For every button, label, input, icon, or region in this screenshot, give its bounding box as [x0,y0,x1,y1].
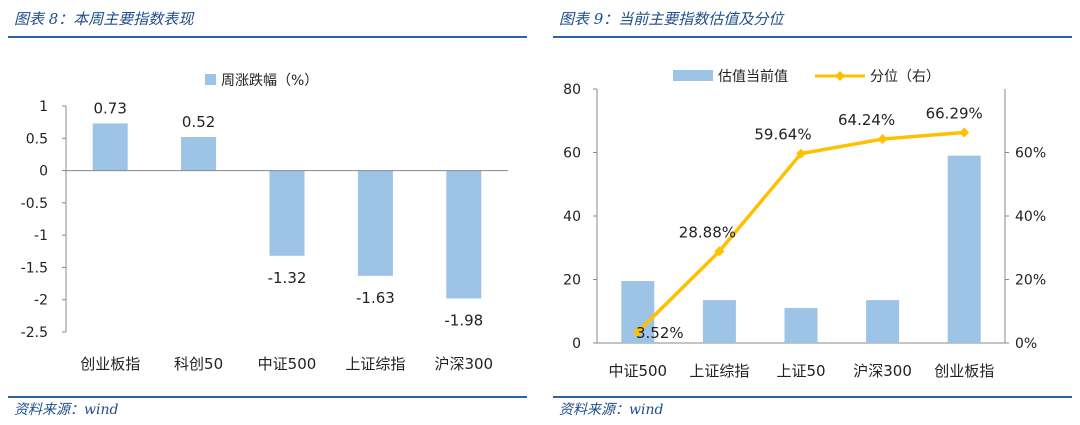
data-label: 28.88% [679,223,736,241]
bar [784,308,818,343]
bar-chart-weekly-change: 周涨跌幅（%） 1 0.5 0 -0.5 -1 -1.5 -2 -2.5 0.73 创业板指 0.52… [21,73,508,373]
y-tick-label: 0 [39,164,48,180]
y-tick-label-left: 20 [563,273,581,289]
y-tick-label-left: 80 [563,82,581,98]
x-tick-label: 创业板指 [934,362,994,380]
legend-label: 估值当前值 [718,68,788,85]
bar [357,170,393,276]
data-label: 3.52% [636,324,684,342]
bar [181,136,217,171]
chart-panel-left: 图表 8：本周主要指数表现 周涨跌幅（%） 1 0.5 0 -0.5 -1 -1.5 -2 -2… [0,0,535,425]
x-tick-label: 中证500 [258,355,317,373]
chart-title: 图表 9：当前主要指数估值及分位 [559,10,784,28]
legend-swatch [205,74,216,85]
y-tick-label: -2.5 [21,325,48,341]
bar [947,155,981,343]
line-marker [714,246,725,257]
data-label: 59.64% [754,126,811,144]
x-tick-label: 创业板指 [80,355,140,373]
legend: 估值当前值 分位（右） [673,68,940,85]
source-note: 资料来源：wind [14,402,119,418]
bar [92,123,128,171]
source-note: 资料来源：wind [559,402,664,418]
data-label: 66.29% [926,105,983,123]
bar [269,170,305,256]
y-tick-label: -0.5 [21,196,48,212]
y-tick-label-right: 40% [1015,209,1046,225]
line-marker [959,127,970,138]
legend: 周涨跌幅（%） [205,73,318,89]
bar [866,300,900,343]
bar [702,300,736,343]
title-rule [553,36,1072,38]
legend-label: 周涨跌幅（%） [221,73,318,89]
x-tick-label: 上证50 [776,362,825,380]
source-rule [8,396,527,398]
data-label: -1.98 [444,311,483,329]
y-tick-label: -2 [34,293,48,309]
legend-swatch-bar [673,70,713,81]
y-tick-label: -1.5 [21,260,48,276]
y-tick-label: 0.5 [26,131,48,147]
x-tick-label: 上证综指 [345,355,405,373]
y-tick-label: 1 [39,99,48,115]
chart-panel-right: 图表 9：当前主要指数估值及分位 估值当前值 分位（右） 0 20 40 60 80 0% 20… [545,0,1080,425]
line-marker [796,148,806,159]
legend-marker [835,71,845,81]
legend-label: 分位（右） [870,69,940,85]
bar [446,170,482,299]
y-tick-label-left: 40 [563,209,581,225]
data-label: -1.32 [268,269,307,287]
data-label: 64.24% [838,111,895,129]
x-tick-label: 中证500 [608,362,667,380]
x-tick-label: 上证综指 [689,362,749,380]
line-marker [877,134,888,145]
y-tick-label: -1 [34,228,48,244]
chart-title: 图表 8：本周主要指数表现 [14,10,194,28]
y-tick-label-right: 0% [1015,336,1037,352]
line-marker [632,326,643,337]
source-rule [553,396,1072,398]
x-tick-label: 沪深300 [853,362,912,380]
y-tick-label-right: 60% [1015,146,1046,162]
y-tick-label-right: 20% [1015,273,1046,289]
x-tick-label: 科创50 [174,355,223,373]
data-label: -1.63 [356,289,395,307]
x-tick-label: 沪深300 [434,355,493,373]
combo-chart-valuation: 估值当前值 分位（右） 0 20 40 60 80 0% 20% 40% 60% 中证500 上证综指 上… [563,68,1046,380]
y-tick-label-left: 0 [572,336,581,352]
data-label: 0.52 [182,113,215,131]
y-tick-label-left: 60 [563,146,581,162]
title-rule [8,36,527,38]
data-label: 0.73 [93,99,126,117]
